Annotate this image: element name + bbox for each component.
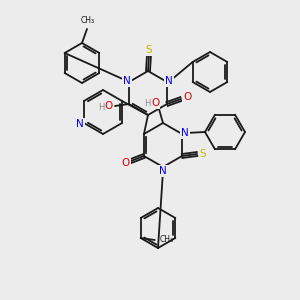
Text: O: O [183, 92, 191, 102]
Text: H: H [144, 100, 150, 109]
Text: CH₃: CH₃ [81, 16, 95, 25]
Text: S: S [200, 149, 206, 159]
Text: O: O [122, 158, 130, 168]
Text: N: N [123, 76, 131, 86]
Text: N: N [159, 166, 167, 176]
Text: N: N [181, 128, 189, 138]
Text: S: S [146, 45, 152, 55]
Text: N: N [165, 76, 173, 86]
Text: N: N [76, 119, 84, 129]
Text: H: H [98, 103, 104, 112]
Text: O: O [105, 101, 113, 111]
Text: O: O [151, 98, 159, 108]
Text: CH₃: CH₃ [160, 236, 174, 244]
